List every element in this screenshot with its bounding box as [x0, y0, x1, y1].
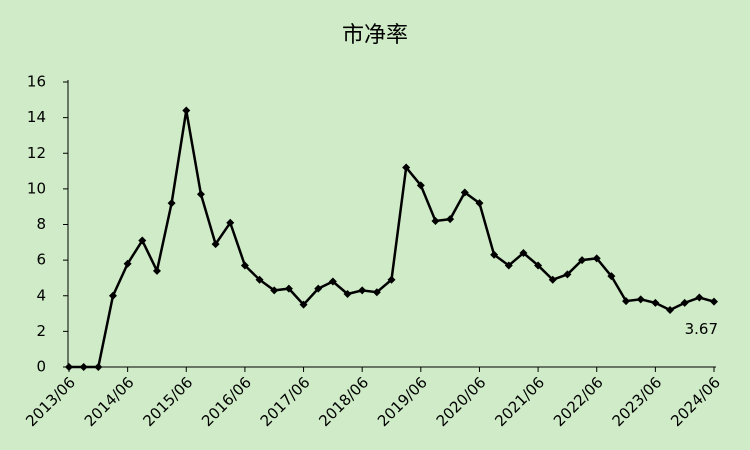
- y-tick-label: 16: [27, 73, 46, 91]
- marker: [519, 249, 528, 257]
- marker: [79, 363, 88, 371]
- marker: [284, 284, 293, 293]
- marker: [563, 270, 572, 279]
- marker: [299, 300, 308, 309]
- marker: [343, 289, 352, 298]
- marker: [196, 190, 205, 199]
- marker: [651, 298, 660, 307]
- marker: [65, 363, 73, 371]
- y-tick-label: 10: [27, 179, 46, 197]
- marker: [431, 216, 440, 225]
- marker: [387, 275, 396, 284]
- marker: [167, 199, 176, 208]
- y-tick-label: 0: [36, 358, 46, 376]
- y-tick-label: 12: [27, 144, 46, 162]
- marker: [710, 297, 718, 306]
- marker: [578, 256, 587, 265]
- marker: [607, 272, 616, 281]
- marker: [592, 254, 601, 263]
- chart-title: 市净率: [342, 23, 408, 48]
- marker: [138, 236, 147, 245]
- y-tick-label: 8: [36, 215, 46, 233]
- marker: [666, 306, 675, 314]
- marker: [94, 363, 103, 371]
- marker: [622, 297, 631, 306]
- marker: [240, 261, 249, 270]
- marker: [636, 295, 645, 304]
- marker: [534, 261, 543, 270]
- marker: [695, 293, 704, 302]
- marker: [416, 181, 425, 190]
- y-tick-label: 4: [36, 286, 46, 304]
- marker: [152, 266, 161, 275]
- marker: [255, 275, 264, 284]
- marker: [123, 259, 132, 268]
- data-label: 3.67: [685, 320, 718, 338]
- marker: [182, 106, 191, 115]
- marker: [314, 284, 323, 293]
- marker: [475, 199, 484, 208]
- marker: [446, 215, 455, 224]
- y-tick-label: 6: [36, 251, 46, 269]
- marker: [328, 277, 337, 286]
- y-tick-label: 2: [36, 322, 46, 340]
- marker: [548, 275, 557, 284]
- marker: [270, 286, 279, 295]
- y-tick-label: 14: [27, 108, 46, 126]
- marker: [211, 240, 220, 249]
- marker: [460, 188, 469, 197]
- marker: [504, 261, 513, 270]
- marker: [358, 286, 367, 295]
- marker: [226, 218, 235, 227]
- marker: [372, 288, 381, 297]
- marker: [680, 298, 689, 307]
- marker: [108, 291, 117, 300]
- marker: [402, 163, 411, 172]
- marker: [490, 250, 499, 259]
